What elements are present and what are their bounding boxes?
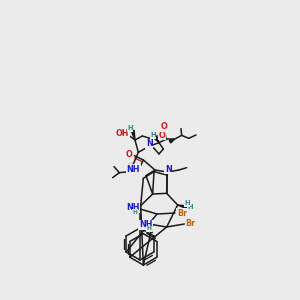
- Text: H: H: [133, 209, 137, 214]
- Polygon shape: [169, 139, 174, 143]
- Text: NH: NH: [127, 165, 140, 174]
- Text: O: O: [126, 150, 133, 159]
- Text: H: H: [127, 125, 133, 131]
- Polygon shape: [155, 137, 159, 143]
- Text: H: H: [146, 226, 151, 231]
- Text: N: N: [146, 139, 153, 148]
- Text: Br: Br: [177, 208, 187, 217]
- Text: OH: OH: [116, 130, 129, 139]
- Text: Br: Br: [185, 218, 195, 227]
- Text: H: H: [150, 132, 156, 138]
- Text: NH: NH: [139, 220, 152, 229]
- Text: NH: NH: [126, 203, 140, 212]
- Text: H: H: [188, 204, 194, 210]
- Polygon shape: [178, 205, 187, 209]
- Polygon shape: [131, 130, 135, 140]
- Text: H: H: [184, 200, 190, 206]
- Text: O: O: [159, 130, 166, 140]
- Text: N: N: [165, 164, 172, 173]
- Text: O: O: [160, 122, 167, 131]
